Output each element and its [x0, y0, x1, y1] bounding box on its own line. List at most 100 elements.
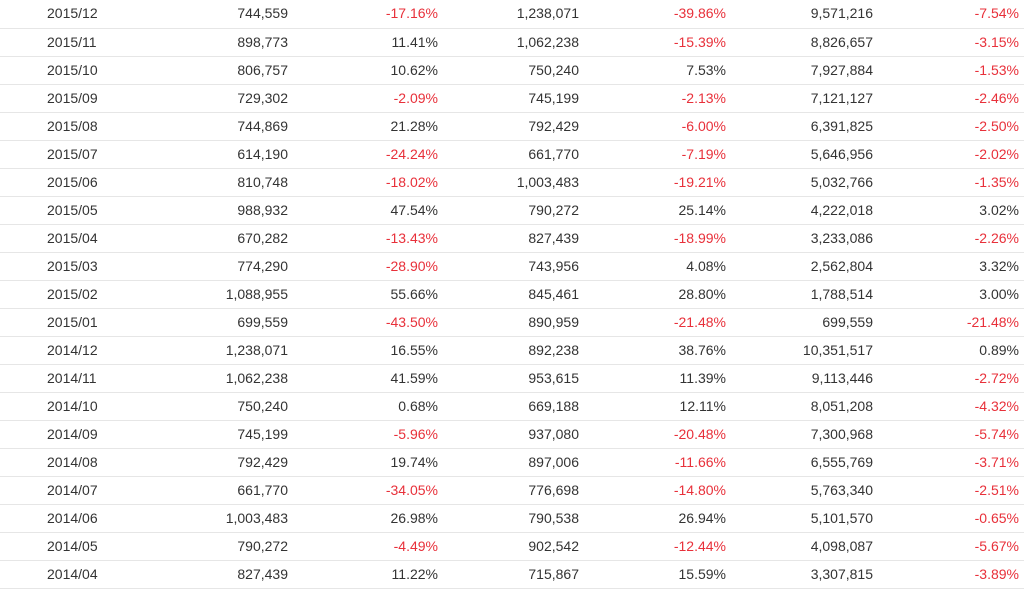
- value-b-cell: 661,770: [528, 145, 579, 162]
- value-b-cell: 745,199: [528, 89, 579, 106]
- cumulative-change-cell: -2.26%: [974, 229, 1019, 246]
- value-a-cell: 1,003,483: [225, 509, 288, 526]
- table-row: 2015/11 898,773 11.41% 1,062,238 -15.39% 8,82…: [0, 28, 1024, 56]
- cumulative-cell: 699,559: [822, 313, 873, 330]
- month-cell: 2015/08: [47, 117, 98, 134]
- cumulative-change-cell: -2.72%: [974, 369, 1019, 386]
- value-a-cell: 744,559: [237, 5, 288, 22]
- change-a-cell: -24.24%: [385, 145, 438, 162]
- value-b-cell: 776,698: [528, 481, 579, 498]
- table-row: 2014/10 750,240 0.68% 669,188 12.11% 8,051,20…: [0, 392, 1024, 420]
- cumulative-cell: 7,121,127: [810, 89, 873, 106]
- value-b-cell: 937,080: [528, 425, 579, 442]
- change-a-cell: 0.68%: [398, 397, 438, 414]
- month-cell: 2014/11: [47, 369, 97, 386]
- value-a-cell: 810,748: [237, 173, 288, 190]
- change-b-cell: 12.11%: [679, 397, 726, 414]
- value-b-cell: 890,959: [528, 313, 579, 330]
- value-b-cell: 792,429: [528, 117, 579, 134]
- change-a-cell: -43.50%: [385, 313, 438, 330]
- cumulative-change-cell: -4.32%: [974, 397, 1019, 414]
- cumulative-change-cell: -3.15%: [974, 33, 1019, 50]
- table-row: 2014/06 1,003,483 26.98% 790,538 26.94% 5,101…: [0, 504, 1024, 532]
- change-b-cell: 11.39%: [679, 369, 726, 386]
- cumulative-cell: 2,562,804: [810, 257, 873, 274]
- table-row: 2015/03 774,290 -28.90% 743,956 4.08% 2,562,8…: [0, 252, 1024, 280]
- change-b-cell: -12.44%: [673, 537, 726, 554]
- value-a-cell: 1,088,955: [225, 285, 288, 302]
- value-b-cell: 1,238,071: [516, 5, 579, 22]
- value-a-cell: 827,439: [237, 565, 288, 582]
- value-a-cell: 745,199: [237, 425, 288, 442]
- value-a-cell: 898,773: [237, 33, 288, 50]
- value-a-cell: 661,770: [237, 481, 288, 498]
- month-cell: 2014/09: [47, 425, 98, 442]
- change-a-cell: 11.22%: [391, 565, 438, 582]
- value-b-cell: 892,238: [528, 341, 579, 358]
- change-a-cell: 47.54%: [390, 201, 438, 218]
- table-row: 2015/05 988,932 47.54% 790,272 25.14% 4,222,0…: [0, 196, 1024, 224]
- change-a-cell: -34.05%: [385, 481, 438, 498]
- table-row: 2015/02 1,088,955 55.66% 845,461 28.80% 1,788…: [0, 280, 1024, 308]
- table-row: 2014/09 745,199 -5.96% 937,080 -20.48% 7,300,…: [0, 420, 1024, 448]
- value-b-cell: 1,062,238: [516, 33, 579, 50]
- table-row: 2015/12 744,559 -17.16% 1,238,071 -39.86% 9,5…: [0, 0, 1024, 28]
- table-row: 2014/04 827,439 11.22% 715,867 15.59% 3,307,8…: [0, 560, 1024, 588]
- month-cell: 2014/04: [47, 565, 98, 582]
- cumulative-change-cell: 3.32%: [979, 257, 1019, 274]
- change-b-cell: -21.48%: [673, 313, 726, 330]
- change-b-cell: 38.76%: [678, 341, 726, 358]
- month-cell: 2014/10: [47, 397, 98, 414]
- change-b-cell: -2.13%: [681, 89, 726, 106]
- cumulative-change-cell: -21.48%: [966, 313, 1019, 330]
- value-a-cell: 1,062,238: [225, 369, 288, 386]
- value-b-cell: 715,867: [528, 565, 579, 582]
- cumulative-change-cell: -2.51%: [974, 481, 1019, 498]
- change-b-cell: 28.80%: [678, 285, 726, 302]
- change-b-cell: -6.00%: [681, 117, 726, 134]
- cumulative-cell: 6,391,825: [810, 117, 873, 134]
- value-a-cell: 744,869: [237, 117, 288, 134]
- value-b-cell: 790,538: [528, 509, 579, 526]
- month-cell: 2015/06: [47, 173, 98, 190]
- change-a-cell: 16.55%: [390, 341, 438, 358]
- value-b-cell: 1,003,483: [516, 173, 579, 190]
- value-b-cell: 669,188: [528, 397, 579, 414]
- value-a-cell: 806,757: [237, 61, 288, 78]
- month-cell: 2015/01: [47, 313, 98, 330]
- change-a-cell: -28.90%: [385, 257, 438, 274]
- cumulative-cell: 10,351,517: [802, 341, 873, 358]
- cumulative-cell: 8,826,657: [810, 33, 873, 50]
- table-row: 2015/04 670,282 -13.43% 827,439 -18.99% 3,233…: [0, 224, 1024, 252]
- change-a-cell: 41.59%: [390, 369, 438, 386]
- month-cell: 2015/07: [47, 145, 98, 162]
- change-a-cell: -17.16%: [385, 5, 438, 22]
- value-b-cell: 897,006: [528, 453, 579, 470]
- value-b-cell: 953,615: [528, 369, 579, 386]
- table-row: 2015/10 806,757 10.62% 750,240 7.53% 7,927,88…: [0, 56, 1024, 84]
- value-b-cell: 902,542: [528, 537, 579, 554]
- cumulative-cell: 7,927,884: [810, 61, 873, 78]
- change-a-cell: -5.96%: [393, 425, 438, 442]
- change-b-cell: 25.14%: [678, 201, 726, 218]
- month-cell: 2014/06: [47, 509, 98, 526]
- cumulative-change-cell: -5.67%: [974, 537, 1019, 554]
- cumulative-cell: 9,571,216: [810, 5, 873, 22]
- change-b-cell: 15.59%: [678, 565, 726, 582]
- table-row: 2015/01 699,559 -43.50% 890,959 -21.48% 699,5…: [0, 308, 1024, 336]
- month-cell: 2015/11: [47, 33, 97, 50]
- change-a-cell: -2.09%: [393, 89, 438, 106]
- cumulative-cell: 7,300,968: [810, 425, 873, 442]
- cumulative-cell: 4,098,087: [810, 537, 873, 554]
- cumulative-cell: 6,555,769: [810, 453, 873, 470]
- change-a-cell: -18.02%: [385, 173, 438, 190]
- change-a-cell: 21.28%: [390, 117, 438, 134]
- month-cell: 2015/05: [47, 201, 98, 218]
- cumulative-change-cell: -2.46%: [974, 89, 1019, 106]
- value-a-cell: 614,190: [237, 145, 288, 162]
- cumulative-change-cell: -5.74%: [974, 425, 1019, 442]
- value-a-cell: 792,429: [237, 453, 288, 470]
- table-row: 2014/08 792,429 19.74% 897,006 -11.66% 6,555,…: [0, 448, 1024, 476]
- table-row: 2015/07 614,190 -24.24% 661,770 -7.19% 5,646,…: [0, 140, 1024, 168]
- table-row: 2014/11 1,062,238 41.59% 953,615 11.39% 9,113…: [0, 364, 1024, 392]
